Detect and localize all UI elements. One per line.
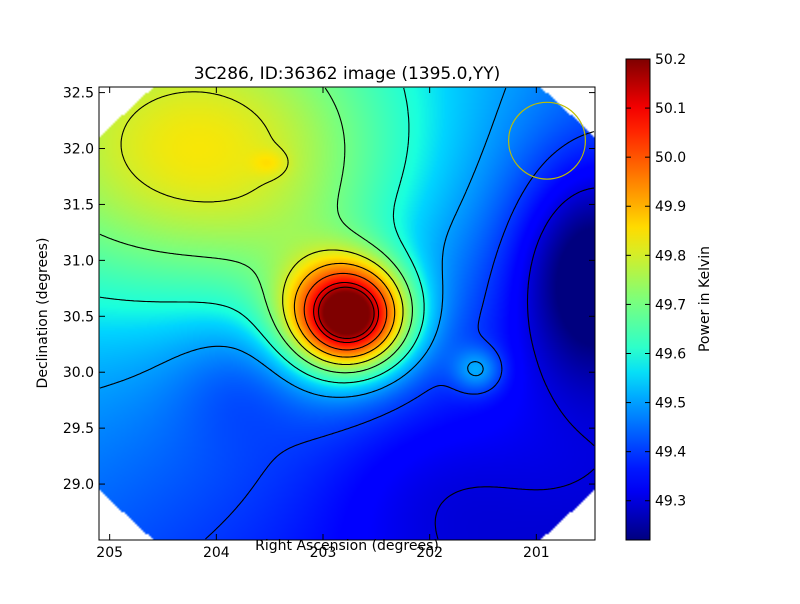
plot-frame [98,86,596,541]
colorbar-label: Power in Kelvin [697,246,713,352]
colorbar-tick-label: 50.0 [655,150,686,166]
y-tick-label: 30.0 [63,365,94,381]
contour-level-7 [303,272,388,351]
contour-lines [99,87,595,540]
colorbar-tick-label: 50.2 [655,52,686,68]
colorbar-tick-label: 50.1 [655,101,686,117]
y-tick-label: 32.5 [63,86,94,102]
colorbar-tick-label: 49.4 [655,445,686,461]
contour-level-2 [99,87,507,398]
x-tick-label: 201 [523,545,550,561]
colorbar-tick-label: 49.3 [655,494,686,510]
beam-circle [508,101,587,180]
y-tick-label: 31.0 [63,253,94,269]
colorbar-ticks: 49.3 49.4 49.5 49.6 49.7 49.8 49.9 50.0 50.1 50.2 [626,52,686,510]
colorbar-tick-label: 49.7 [655,297,686,313]
heatmap-image [99,87,595,540]
contour-level-0 [434,187,595,540]
y-tick-label: 29.0 [63,477,94,493]
contour-level-3 [99,87,425,384]
y-axis: 29.0 29.5 30.0 30.5 31.0 31.5 32.0 32.5 [63,86,595,493]
x-tick-label: 204 [203,545,230,561]
colorbar-tick-label: 49.5 [655,396,686,412]
x-tick-label: 202 [416,545,443,561]
colorbar-tick-label: 49.9 [655,199,686,215]
colorbar-gradient [625,58,651,541]
x-tick-label: 205 [96,545,123,561]
colorbar-tick-label: 49.8 [655,248,686,264]
heatmap-plot-area [98,86,596,541]
contour-level-8 [313,281,380,344]
contour-level-1 [205,131,595,540]
colorbar: 49.3 49.4 49.5 49.6 49.7 49.8 49.9 50.0 50.1 50.2… [625,52,713,541]
x-tick-label: 203 [310,545,337,561]
y-tick-label: 32.0 [63,142,94,158]
chart-title: 3C286, ID:36362 image (1395.0,YY) [194,64,501,84]
y-tick-label: 29.5 [63,421,94,437]
y-tick-label: 30.5 [63,309,94,325]
contour-level-5 [120,91,404,366]
contour-level-9 [317,286,375,339]
colorbar-tick-label: 49.6 [655,346,686,362]
y-axis-label: Declination (degrees) [35,238,51,389]
x-axis: 205 204 203 202 201 [96,87,550,561]
y-tick-label: 31.5 [63,197,94,213]
contour-level-6 [293,262,396,358]
contour-level-4 [99,87,413,374]
x-axis-label: Right Ascension (degrees) [255,538,439,554]
